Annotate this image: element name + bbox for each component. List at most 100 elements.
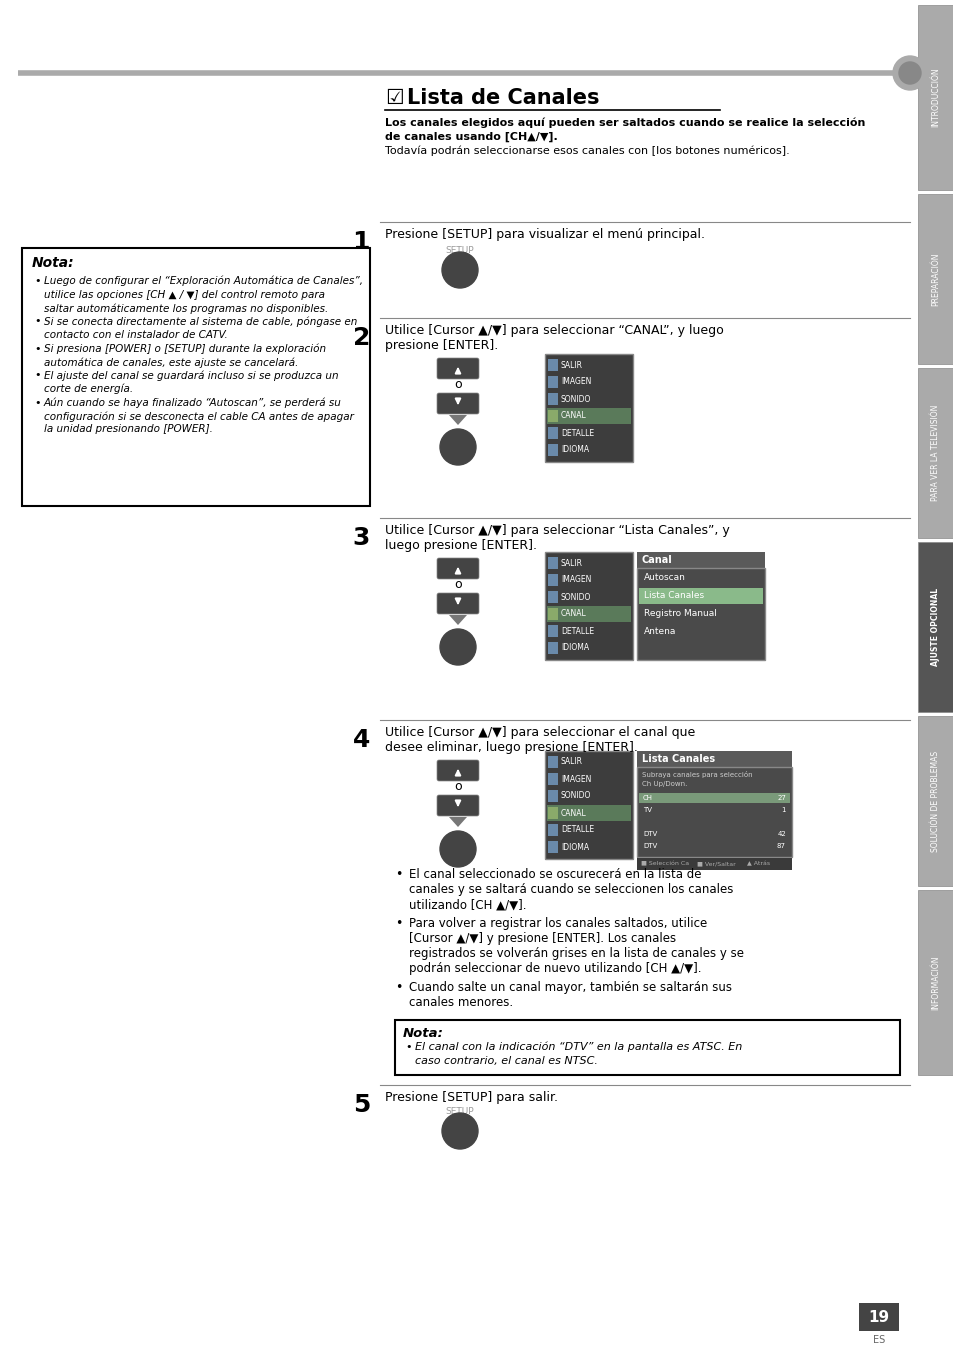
- Text: El canal seleccionado se oscurecerá en la lista de: El canal seleccionado se oscurecerá en l…: [409, 868, 700, 882]
- FancyBboxPatch shape: [546, 607, 630, 621]
- Text: CANAL: CANAL: [560, 411, 586, 421]
- Text: utilizando [CH ▲/▼].: utilizando [CH ▲/▼].: [409, 898, 526, 911]
- FancyBboxPatch shape: [436, 593, 478, 613]
- Text: Los canales elegidos aquí pueden ser saltados cuando se realice la selección: Los canales elegidos aquí pueden ser sal…: [385, 119, 864, 128]
- FancyBboxPatch shape: [639, 841, 789, 851]
- Circle shape: [892, 57, 926, 90]
- Text: AJUSTE OPCIONAL: AJUSTE OPCIONAL: [930, 588, 940, 666]
- Bar: [917, 542, 953, 712]
- Text: [Cursor ▲/▼] y presione [ENTER]. Los canales: [Cursor ▲/▼] y presione [ENTER]. Los can…: [409, 931, 676, 945]
- FancyBboxPatch shape: [546, 805, 630, 821]
- Text: PARA VER LA TELEVISIÓN: PARA VER LA TELEVISIÓN: [930, 404, 940, 501]
- Text: corte de energía.: corte de energía.: [44, 384, 133, 395]
- FancyBboxPatch shape: [546, 425, 630, 441]
- Text: CH: CH: [642, 795, 652, 801]
- Text: 1: 1: [781, 807, 785, 813]
- Text: DETALLE: DETALLE: [560, 429, 594, 438]
- Text: SONIDO: SONIDO: [560, 791, 591, 801]
- Text: TV: TV: [642, 807, 651, 813]
- Text: DETALLE: DETALLE: [560, 825, 594, 834]
- Text: Subraya canales para selección: Subraya canales para selección: [641, 771, 752, 778]
- Text: IMAGEN: IMAGEN: [560, 576, 591, 585]
- Text: o: o: [454, 578, 461, 592]
- Text: o: o: [454, 379, 461, 391]
- Text: Cuando salte un canal mayor, también se saltarán sus: Cuando salte un canal mayor, también se …: [409, 981, 731, 993]
- FancyBboxPatch shape: [637, 857, 791, 869]
- FancyBboxPatch shape: [544, 551, 633, 661]
- Text: 42: 42: [777, 830, 785, 837]
- FancyBboxPatch shape: [546, 589, 630, 605]
- FancyBboxPatch shape: [639, 607, 762, 621]
- Text: contacto con el instalador de CATV.: contacto con el instalador de CATV.: [44, 330, 228, 340]
- FancyBboxPatch shape: [547, 443, 558, 456]
- FancyBboxPatch shape: [547, 608, 558, 620]
- Text: IMAGEN: IMAGEN: [560, 775, 591, 783]
- Text: ENTER: ENTER: [445, 442, 470, 450]
- Text: Lista Canales: Lista Canales: [643, 592, 703, 600]
- Text: ES: ES: [872, 1335, 884, 1345]
- FancyBboxPatch shape: [547, 557, 558, 569]
- Text: Nota:: Nota:: [402, 1027, 443, 1041]
- Text: SONIDO: SONIDO: [560, 593, 591, 601]
- FancyBboxPatch shape: [637, 751, 791, 767]
- Text: caso contrario, el canal es NTSC.: caso contrario, el canal es NTSC.: [415, 1055, 598, 1066]
- FancyBboxPatch shape: [639, 829, 789, 838]
- Text: canales y se saltará cuando se seleccionen los canales: canales y se saltará cuando se seleccion…: [409, 883, 733, 896]
- FancyBboxPatch shape: [436, 760, 478, 780]
- Text: SETUP: SETUP: [445, 245, 474, 255]
- Text: ▲ Atrás: ▲ Atrás: [746, 861, 769, 867]
- Circle shape: [441, 1113, 477, 1148]
- Text: registrados se volverán grises en la lista de canales y se: registrados se volverán grises en la lis…: [409, 948, 743, 960]
- Text: SOLUCIÓN DE PROBLEMAS: SOLUCIÓN DE PROBLEMAS: [930, 751, 940, 852]
- Text: Utilice [Cursor ▲/▼] para seleccionar el canal que: Utilice [Cursor ▲/▼] para seleccionar el…: [385, 727, 695, 739]
- Circle shape: [439, 830, 476, 867]
- FancyBboxPatch shape: [547, 824, 558, 836]
- FancyBboxPatch shape: [547, 359, 558, 371]
- Text: Autoscan: Autoscan: [643, 573, 685, 582]
- Text: presione [ENTER].: presione [ENTER].: [385, 338, 497, 352]
- Text: DTV: DTV: [642, 842, 657, 849]
- Text: •: •: [34, 344, 41, 353]
- Text: IMAGEN: IMAGEN: [560, 377, 591, 387]
- FancyBboxPatch shape: [22, 248, 370, 506]
- Text: El ajuste del canal se guardará incluso si se produzca un: El ajuste del canal se guardará incluso …: [44, 371, 338, 381]
- FancyBboxPatch shape: [546, 838, 630, 855]
- Text: DETALLE: DETALLE: [560, 627, 594, 635]
- Text: Ch Up/Down.: Ch Up/Down.: [641, 780, 687, 787]
- Text: ■ Selección Ca: ■ Selección Ca: [640, 861, 688, 867]
- FancyBboxPatch shape: [544, 751, 633, 859]
- Text: INFORMACIÓN: INFORMACIÓN: [930, 956, 940, 1010]
- Text: •: •: [405, 1042, 411, 1051]
- Text: Registro Manual: Registro Manual: [643, 609, 716, 619]
- FancyBboxPatch shape: [639, 793, 789, 803]
- Text: 19: 19: [867, 1309, 888, 1325]
- FancyBboxPatch shape: [639, 817, 789, 828]
- Polygon shape: [449, 615, 467, 625]
- FancyBboxPatch shape: [547, 394, 558, 404]
- Text: PREPARACIÓN: PREPARACIÓN: [930, 252, 940, 306]
- Text: Presione [SETUP] para visualizar el menú principal.: Presione [SETUP] para visualizar el menú…: [385, 228, 704, 241]
- FancyBboxPatch shape: [547, 807, 558, 820]
- Text: Presione [SETUP] para salir.: Presione [SETUP] para salir.: [385, 1091, 558, 1104]
- Bar: [917, 890, 953, 1074]
- Text: 87: 87: [776, 842, 785, 849]
- Text: 27: 27: [777, 795, 785, 801]
- Text: Lista de Canales: Lista de Canales: [407, 88, 598, 108]
- Text: ENTER: ENTER: [445, 844, 470, 852]
- Text: •: •: [34, 398, 41, 407]
- Text: IDIOMA: IDIOMA: [560, 842, 589, 852]
- Text: •: •: [395, 917, 402, 930]
- Text: Antena: Antena: [643, 628, 676, 636]
- Text: 5: 5: [353, 1093, 370, 1117]
- FancyBboxPatch shape: [546, 442, 630, 458]
- Text: configuración si se desconecta el cable CA antes de apagar: configuración si se desconecta el cable …: [44, 411, 354, 422]
- FancyBboxPatch shape: [637, 767, 791, 857]
- FancyBboxPatch shape: [546, 357, 630, 373]
- Bar: [917, 716, 953, 886]
- Text: desee eliminar, luego presione [ENTER].: desee eliminar, luego presione [ENTER].: [385, 741, 638, 754]
- FancyBboxPatch shape: [546, 572, 630, 588]
- Text: podrán seleccionar de nuevo utilizando [CH ▲/▼].: podrán seleccionar de nuevo utilizando […: [409, 962, 700, 975]
- FancyBboxPatch shape: [637, 568, 764, 661]
- Text: Para volver a registrar los canales saltados, utilice: Para volver a registrar los canales salt…: [409, 917, 706, 930]
- Bar: [917, 368, 953, 538]
